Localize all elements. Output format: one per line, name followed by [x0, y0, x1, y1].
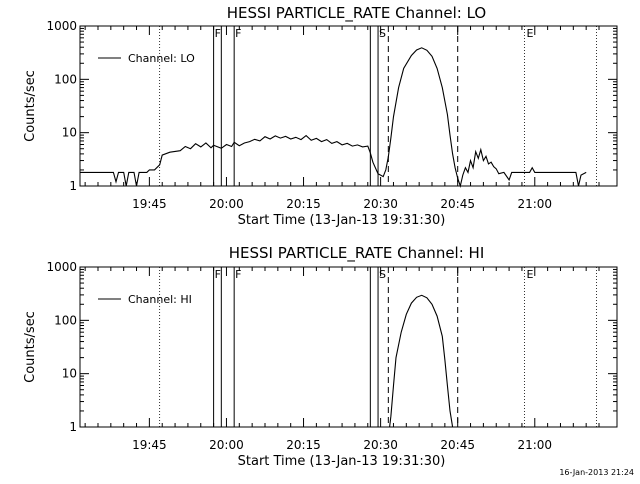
x-axis-label: Start Time (13-Jan-13 19:31:30) — [238, 213, 446, 228]
flag-e-label: E — [527, 27, 534, 40]
y-tick-label: 10 — [62, 367, 77, 381]
series-line — [389, 294, 454, 428]
y-tick-label: 1 — [69, 179, 77, 193]
legend-label: Channel: LO — [128, 52, 195, 65]
chart-panel-1: HESSI PARTICLE_RATE Channel: LO 1 10 100 100… — [23, 4, 618, 228]
y-tick-label: 100 — [54, 313, 77, 327]
y-tick-label: 10 — [62, 126, 77, 140]
y-tick-label: 1000 — [46, 19, 77, 33]
flag-f-label: F — [235, 268, 241, 281]
y-tick-label: 100 — [54, 72, 77, 86]
x-tick-label: 21:00 — [517, 438, 552, 452]
flag-f-label: F — [215, 27, 221, 40]
x-tick-label: 20:15 — [286, 438, 321, 452]
series-line — [80, 47, 587, 189]
flag-f-label: F — [235, 27, 241, 40]
x-tick-label: 20:30 — [363, 438, 398, 452]
x-axis-label: Start Time (13-Jan-13 19:31:30) — [238, 454, 446, 469]
x-tick-label: 20:00 — [209, 197, 244, 211]
x-tick-label: 20:30 — [363, 197, 398, 211]
x-tick-label: 20:45 — [440, 197, 475, 211]
chart-title: HESSI PARTICLE_RATE Channel: HI — [229, 244, 485, 263]
x-tick-label: 19:45 — [132, 438, 167, 452]
x-tick-label: 19:45 — [132, 197, 167, 211]
y-tick-label: 1 — [69, 420, 77, 434]
x-tick-label: 20:45 — [440, 438, 475, 452]
flag-s-label: S — [379, 27, 386, 40]
chart-title: HESSI PARTICLE_RATE Channel: LO — [227, 4, 486, 23]
chart-panel-2: HESSI PARTICLE_RATE Channel: HI 1 10 100 100… — [23, 244, 618, 469]
x-tick-label: 21:00 — [517, 197, 552, 211]
y-tick-label: 1000 — [46, 260, 77, 274]
generation-timestamp: 16-Jan-2013 21:24 — [559, 468, 634, 477]
y-axis-label: Counts/sec — [23, 311, 38, 383]
plot-frame — [79, 25, 618, 187]
flag-s-label: S — [379, 268, 386, 281]
flag-e-label: E — [527, 268, 534, 281]
x-tick-label: 20:00 — [209, 438, 244, 452]
plot-frame — [79, 266, 618, 428]
y-axis-label: Counts/sec — [23, 70, 38, 142]
flag-f-label: F — [215, 268, 221, 281]
legend-label: Channel: HI — [128, 293, 192, 306]
x-tick-label: 20:15 — [286, 197, 321, 211]
